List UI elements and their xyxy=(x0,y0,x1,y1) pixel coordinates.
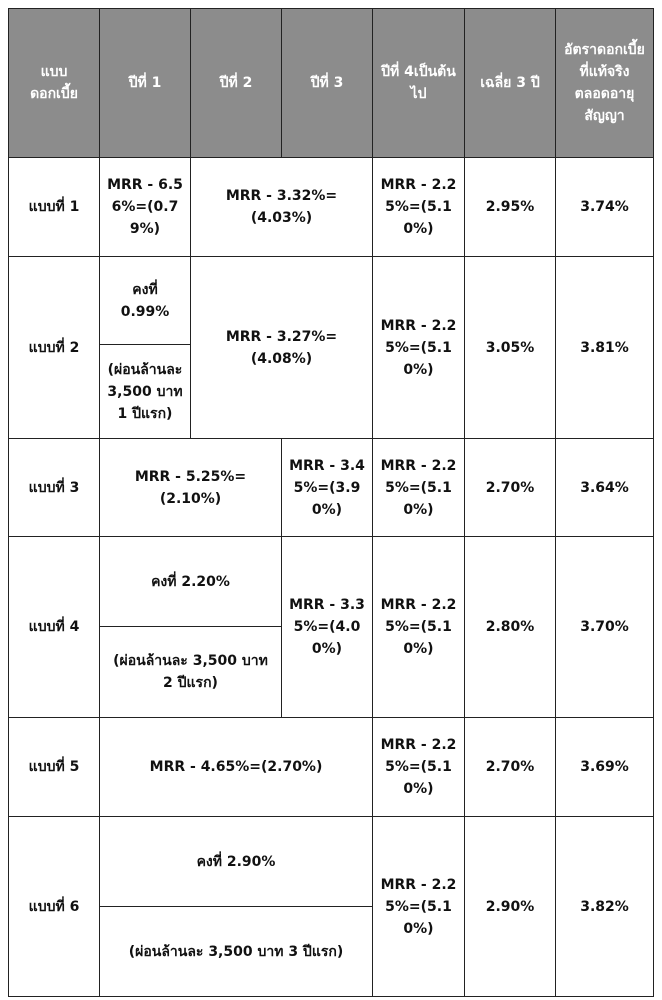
average-rate: 3.05% xyxy=(464,256,556,439)
average-rate: 2.70% xyxy=(464,438,556,537)
year-4-rate: MRR - 2.25%=(5.10%) xyxy=(372,717,465,817)
interest-rate-table: แบบ ดอกเบี้ย ปีที่ 1 ปีที่ 2 ปีที่ 3 ปีท… xyxy=(8,8,654,997)
effective-rate: 3.81% xyxy=(555,256,654,439)
effective-rate: 3.64% xyxy=(555,438,654,537)
year-3-rate: MRR - 3.35%=(4.00%) xyxy=(281,536,373,718)
year-2-3-rate: MRR - 3.27%=(4.08%) xyxy=(190,256,373,439)
average-rate: 2.95% xyxy=(464,157,556,257)
year-4-rate: MRR - 2.25%=(5.10%) xyxy=(372,438,465,537)
year-1-3-installment-note: (ผ่อนล้านละ 3,500 บาท 3 ปีแรก) xyxy=(99,906,373,997)
plan-name: แบบที่ 3 xyxy=(8,438,100,537)
year-4-rate: MRR - 2.25%=(5.10%) xyxy=(372,816,465,997)
year-1-3-fixed-rate: คงที่ 2.90% xyxy=(99,816,373,907)
plan-name: แบบที่ 2 xyxy=(8,256,100,439)
effective-rate: 3.74% xyxy=(555,157,654,257)
header-effective-rate: อัตราดอกเบี้ยที่แท้จริงตลอดอายุสัญญา xyxy=(555,8,654,158)
year-1-2-installment-note: (ผ่อนล้านละ 3,500 บาท 2 ปีแรก) xyxy=(99,626,282,718)
average-rate: 2.90% xyxy=(464,816,556,997)
year-1-installment-note: (ผ่อนล้านละ 3,500 บาท 1 ปีแรก) xyxy=(99,344,191,439)
header-year-1: ปีที่ 1 xyxy=(99,8,191,158)
plan-name: แบบที่ 5 xyxy=(8,717,100,817)
header-year-2: ปีที่ 2 xyxy=(190,8,282,158)
average-rate: 2.70% xyxy=(464,717,556,817)
year-4-rate: MRR - 2.25%=(5.10%) xyxy=(372,536,465,718)
table-row: แบบที่ 4 คงที่ 2.20% MRR - 3.35%=(4.00%)… xyxy=(8,536,654,718)
table-row: แบบที่ 1 MRR - 6.56%=(0.79%) MRR - 3.32%… xyxy=(8,157,654,257)
year-4-rate: MRR - 2.25%=(5.10%) xyxy=(372,157,465,257)
effective-rate: 3.69% xyxy=(555,717,654,817)
header-type: แบบ ดอกเบี้ย xyxy=(8,8,100,158)
year-1-fixed-rate: คงที่ 0.99% xyxy=(99,256,191,345)
year-2-3-rate: MRR - 3.32%=(4.03%) xyxy=(190,157,373,257)
table-row: แบบที่ 2 คงที่ 0.99% MRR - 3.27%=(4.08%)… xyxy=(8,256,654,439)
plan-name: แบบที่ 1 xyxy=(8,157,100,257)
effective-rate: 3.70% xyxy=(555,536,654,718)
header-year-4-onward: ปีที่ 4เป็นต้นไป xyxy=(372,8,465,158)
average-rate: 2.80% xyxy=(464,536,556,718)
header-row: แบบ ดอกเบี้ย ปีที่ 1 ปีที่ 2 ปีที่ 3 ปีท… xyxy=(8,8,654,158)
table-row: แบบที่ 5 MRR - 4.65%=(2.70%) MRR - 2.25%… xyxy=(8,717,654,817)
table-subrow: (ผ่อนล้านละ 3,500 บาท 1 ปีแรก) xyxy=(9,344,654,439)
table-row: แบบที่ 6 คงที่ 2.90% MRR - 2.25%=(5.10%)… xyxy=(8,816,654,997)
plan-name: แบบที่ 6 xyxy=(8,816,100,997)
year-4-rate: MRR - 2.25%=(5.10%) xyxy=(372,256,465,439)
effective-rate: 3.82% xyxy=(555,816,654,997)
year-1-2-rate: MRR - 5.25%=(2.10%) xyxy=(99,438,282,537)
header-average-3-years: เฉลี่ย 3 ปี xyxy=(464,8,556,158)
table-subrow: (ผ่อนล้านละ 3,500 บาท 3 ปีแรก) xyxy=(9,906,654,997)
header-year-3: ปีที่ 3 xyxy=(281,8,373,158)
year-1-rate: MRR - 6.56%=(0.79%) xyxy=(99,157,191,257)
plan-name: แบบที่ 4 xyxy=(8,536,100,718)
year-1-3-rate: MRR - 4.65%=(2.70%) xyxy=(99,717,373,817)
table-row: แบบที่ 3 MRR - 5.25%=(2.10%) MRR - 3.45%… xyxy=(8,438,654,537)
year-1-2-fixed-rate: คงที่ 2.20% xyxy=(99,536,282,627)
year-3-rate: MRR - 3.45%=(3.90%) xyxy=(281,438,373,537)
